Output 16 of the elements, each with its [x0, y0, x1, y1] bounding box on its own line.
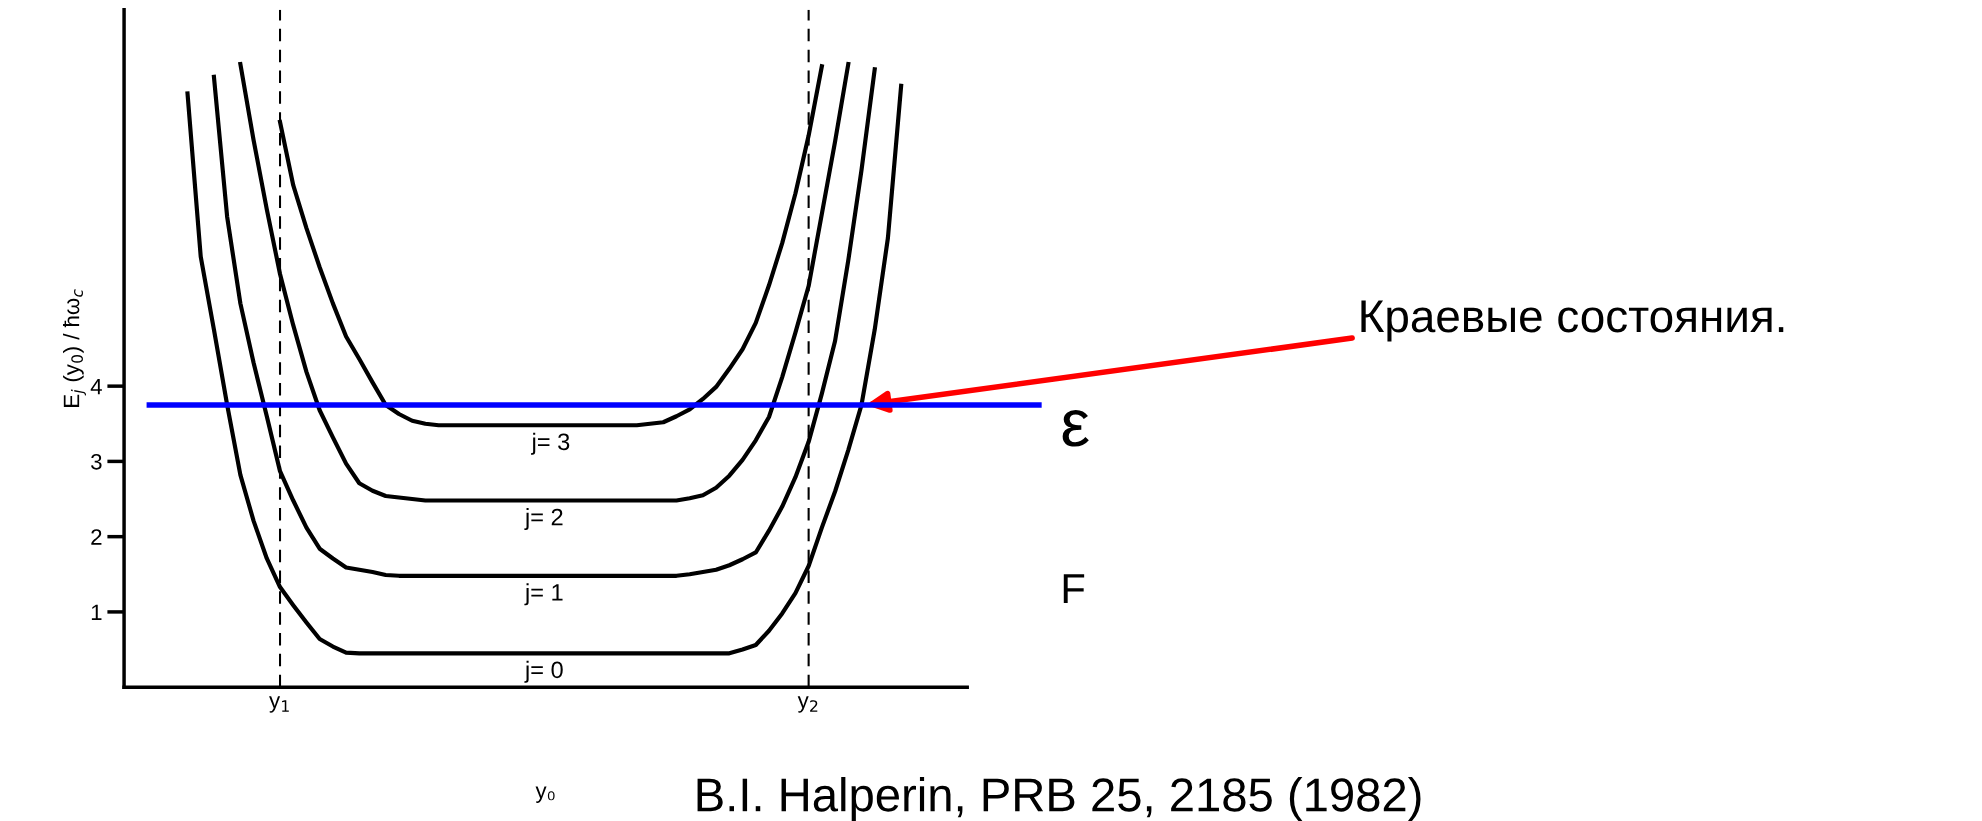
y-axis-title: E$_{j}$ (y$_{0}$) / ħω$_{c}$: [63, 289, 87, 407]
text: Краевые состояния.: [1361, 300, 1784, 342]
text: B.I. Halperin, PRB 25, 2185 (1982): [697, 776, 1421, 821]
series-label: j= 3: [530, 432, 570, 455]
text: F: [1063, 574, 1085, 603]
y-tick-label: 1: [91, 604, 102, 620]
x-tick-label: y$_{2}$: [797, 696, 818, 713]
series-label: j= 0: [524, 660, 563, 683]
x-tick-label: y$_{1}$: [269, 696, 289, 713]
series-label: j= 1: [524, 583, 563, 606]
text: ε: [1062, 410, 1089, 447]
y-tick-label: 4: [90, 378, 102, 395]
y-tick-label: 3: [91, 453, 102, 470]
y-tick-label: 2: [91, 529, 102, 545]
x-axis-title: y₀: [535, 786, 555, 803]
series-label: j= 2: [524, 508, 563, 531]
